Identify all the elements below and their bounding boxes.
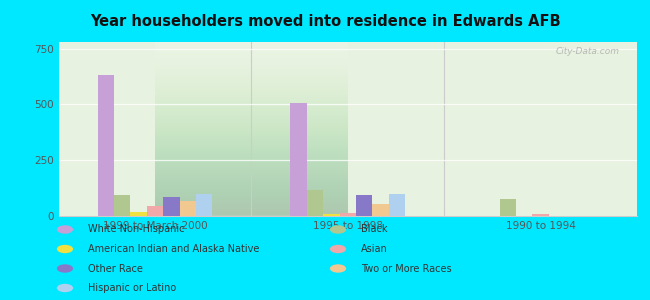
Bar [389, 194, 405, 216]
Text: City-Data.com: City-Data.com [556, 47, 619, 56]
Bar [291, 103, 307, 216]
Text: Asian: Asian [361, 244, 387, 254]
Bar [179, 201, 196, 216]
Bar [532, 214, 549, 216]
Bar [196, 194, 213, 216]
Bar [500, 199, 516, 216]
Bar [356, 195, 372, 216]
Bar [114, 195, 131, 216]
Text: Black: Black [361, 224, 387, 235]
Bar [98, 76, 114, 216]
Bar [163, 197, 179, 216]
Text: American Indian and Alaska Native: American Indian and Alaska Native [88, 244, 259, 254]
Text: Hispanic or Latino: Hispanic or Latino [88, 283, 176, 293]
Bar [307, 190, 323, 216]
Text: Two or More Races: Two or More Races [361, 263, 451, 274]
Bar [339, 213, 356, 216]
Bar [372, 204, 389, 216]
Text: Year householders moved into residence in Edwards AFB: Year householders moved into residence i… [90, 14, 560, 28]
Bar [131, 212, 147, 216]
Text: Other Race: Other Race [88, 263, 142, 274]
Text: White Non-Hispanic: White Non-Hispanic [88, 224, 184, 235]
Bar [323, 214, 339, 216]
Bar [147, 206, 163, 216]
